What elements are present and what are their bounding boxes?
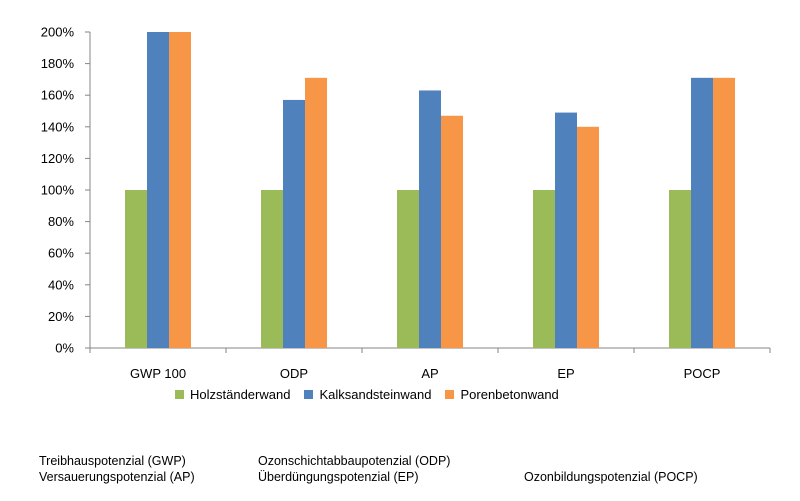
x-tick-label: ODP [280, 366, 308, 381]
x-tick-label: EP [557, 366, 574, 381]
y-tick-label: 0% [55, 341, 74, 356]
x-tick-label: GWP 100 [130, 366, 186, 381]
note-ep: Überdüngungspotenzial (EP) [258, 470, 419, 484]
legend-item-porenbetonwand: Porenbetonwand [445, 387, 559, 402]
note-ap: Versauerungspotenzial (AP) [39, 470, 195, 484]
bar-ap-series-1 [419, 90, 441, 349]
y-tick-label: 180% [41, 56, 75, 71]
y-tick-label: 140% [41, 119, 75, 134]
legend-swatch-green [175, 390, 184, 399]
bar-pocp-series-0 [669, 190, 691, 348]
bar-gwp-100-series-0 [125, 190, 147, 348]
bar-ep-series-1 [555, 112, 577, 348]
y-tick-label: 120% [41, 151, 75, 166]
legend-item-kalksandsteinwand: Kalksandsteinwand [304, 387, 431, 402]
bar-ep-series-2 [577, 126, 599, 348]
y-tick-label: 160% [41, 88, 75, 103]
bar-ap-series-2 [441, 115, 463, 349]
bar-odp-series-0 [261, 190, 283, 348]
y-tick-label: 200% [41, 25, 75, 40]
legend-swatch-blue [304, 390, 314, 399]
bar-gwp-100-series-2 [169, 32, 191, 348]
y-tick-label: 20% [48, 309, 74, 324]
note-odp: Ozonschichtabbaupotenzial (ODP) [258, 454, 451, 468]
legend-item-holzstaenderwand: Holzständerwand [175, 387, 290, 402]
x-tick-label: AP [421, 366, 438, 381]
x-tick-label: POCP [684, 366, 721, 381]
bar-ep-series-0 [533, 190, 555, 348]
bar-pocp-series-1 [691, 77, 713, 348]
bar-gwp-100-series-1 [147, 32, 169, 348]
note-gwp: Treibhauspotenzial (GWP) [39, 454, 186, 468]
y-tick-label: 100% [41, 183, 75, 198]
note-pocp: Ozonbildungspotenzial (POCP) [524, 470, 698, 484]
legend-label: Kalksandsteinwand [319, 387, 432, 402]
bar-pocp-series-2 [713, 77, 735, 348]
legend-label: Porenbetonwand [460, 387, 559, 402]
y-tick-label: 40% [48, 277, 74, 292]
y-tick-label: 60% [48, 246, 74, 261]
legend-swatch-orange [445, 390, 455, 399]
bar-ap-series-0 [397, 190, 419, 348]
bar-odp-series-2 [305, 77, 327, 348]
legend-label: Holzständerwand [190, 387, 291, 402]
chart-legend: Holzständerwand Kalksandsteinwand Porenb… [175, 387, 573, 402]
bar-odp-series-1 [283, 99, 305, 348]
y-tick-label: 80% [48, 214, 74, 229]
